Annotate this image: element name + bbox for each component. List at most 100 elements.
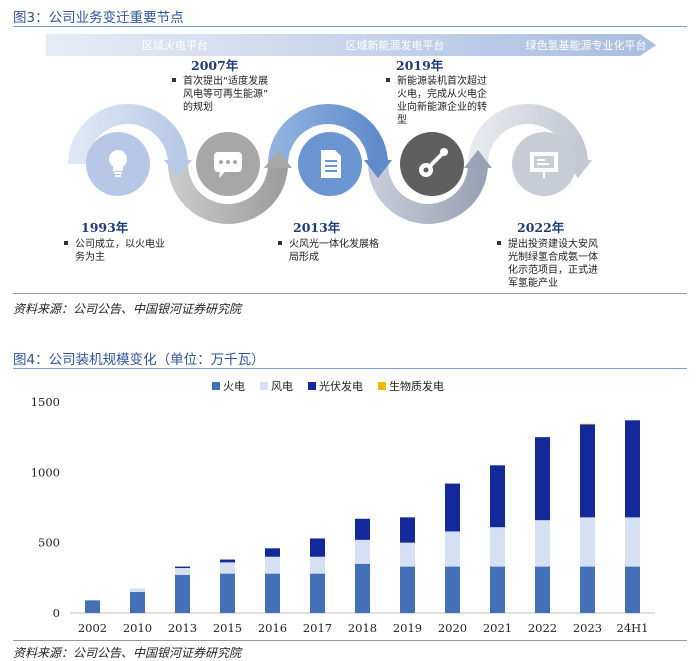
- arc-top-1: [68, 104, 188, 165]
- bar-segment: [400, 566, 415, 613]
- bar-segment: [220, 559, 235, 563]
- milestone-1993-node: [86, 132, 150, 196]
- x-tick-label: 24H1: [617, 621, 649, 635]
- milestone-text-line: 业向新能源企业的转: [397, 100, 487, 113]
- arc-bottom-2: [368, 163, 488, 224]
- bar-segment: [175, 567, 190, 576]
- legend-label: 风电: [271, 380, 293, 393]
- x-tick-label: 2015: [213, 621, 242, 635]
- legend-swatch: [260, 382, 268, 390]
- milestone-text-line: 首次提出“适度发展: [183, 74, 268, 87]
- milestone-2013-node: [298, 132, 362, 196]
- x-tick-label: 2023: [573, 621, 602, 635]
- figure-4-bottom-rule: [13, 640, 687, 641]
- y-tick-label: 1500: [31, 395, 60, 409]
- bar-segment: [175, 566, 190, 568]
- bar-segment: [265, 548, 280, 557]
- milestone-text-line: 化示范项目，正式进: [508, 263, 598, 276]
- figure-4-title-rule: [13, 368, 687, 369]
- milestone-2007-node: [196, 132, 260, 196]
- arc-top-2: [268, 104, 388, 165]
- bar-segment: [265, 556, 280, 574]
- milestone-text-line: 光制绿氢合成氨一体: [508, 250, 598, 263]
- milestone-year: 1993年: [81, 220, 129, 235]
- x-tick-label: 2020: [438, 621, 467, 635]
- bar-segment: [85, 600, 100, 613]
- milestone-2013: 2013年 火风光一体化发展格 局形成: [278, 220, 379, 263]
- legend-label: 光伏发电: [319, 379, 363, 393]
- x-tick-label: 2017: [303, 621, 332, 635]
- x-tick-label: 2018: [348, 621, 377, 635]
- milestone-text-line: 军氢能产业: [508, 276, 558, 289]
- y-tick-label: 1000: [31, 465, 60, 479]
- bar-segment: [535, 520, 550, 567]
- x-tick-label: 2022: [528, 621, 557, 635]
- milestone-text-line: 务为主: [75, 250, 105, 263]
- bar-segment: [265, 573, 280, 613]
- milestone-text-line: 公司成立，以火电业: [75, 237, 165, 250]
- figure-3-title: 图3：公司业务变迁重要节点: [13, 10, 184, 26]
- bar-segment: [535, 566, 550, 613]
- bar-segment: [445, 483, 460, 532]
- y-tick-label: 500: [38, 536, 60, 550]
- figure-3-source: 资料来源：公司公告、中国银河证券研究院: [13, 302, 242, 316]
- bar-segment: [310, 556, 325, 574]
- milestone-text-line: 火电，完成从火电企: [397, 87, 487, 100]
- milestone-year: 2013年: [293, 220, 341, 235]
- figure-4-title: 图4：公司装机规模变化（单位：万千瓦）: [13, 352, 265, 368]
- bar-segment: [445, 566, 460, 613]
- tools-gear-icon: [419, 148, 448, 177]
- milestone-text-line: 的规划: [183, 100, 213, 113]
- bar-segment: [130, 591, 145, 613]
- presentation-board-icon: [530, 152, 558, 178]
- arc-top-3: [468, 104, 588, 165]
- bar-segment: [310, 573, 325, 613]
- milestone-text-line: 局形成: [289, 251, 319, 263]
- bar-segment: [220, 562, 235, 574]
- legend-label: 生物质发电: [389, 379, 444, 393]
- milestone-text-line: 型: [397, 113, 407, 126]
- x-tick-label: 2021: [483, 621, 512, 635]
- figure-3-title-rule: [13, 26, 687, 27]
- y-tick-label: 0: [53, 606, 60, 620]
- bar-segment: [130, 588, 145, 592]
- x-tick-label: 2002: [78, 621, 107, 635]
- milestone-year: 2019年: [396, 58, 444, 73]
- bar-segment: [400, 542, 415, 567]
- figure-4-source: 资料来源：公司公告、中国银河证券研究院: [13, 646, 242, 660]
- milestone-text-line: 提出投资建设大安风: [508, 237, 598, 250]
- x-tick-label: 2013: [168, 621, 197, 635]
- bar-segment: [535, 437, 550, 521]
- bar-segment: [580, 423, 595, 425]
- milestone-text-line: 新能源装机首次超过: [397, 74, 487, 87]
- bar-segment: [625, 420, 640, 518]
- bar-segment: [400, 517, 415, 543]
- platform-band-arrow: 区域火电平台 区域新能源发电平台 绿色氢基能源专业化平台: [46, 34, 656, 56]
- bar-segment: [310, 538, 325, 557]
- platform-label-thermal: 区域火电平台: [142, 38, 208, 52]
- x-tick-label: 2010: [123, 621, 152, 635]
- chat-bubble-icon: [214, 152, 242, 178]
- platform-label-hydrogen: 绿色氢基能源专业化平台: [526, 38, 647, 52]
- bar-segment: [355, 539, 370, 564]
- milestone-text-line: 风电等可再生能源”: [183, 87, 268, 100]
- x-tick-label: 2019: [393, 621, 422, 635]
- document-icon: [321, 150, 341, 178]
- x-tick-label: 2016: [258, 621, 287, 635]
- milestone-2019-node: [400, 132, 464, 196]
- milestone-1993: 1993年 公司成立，以火电业 务为主: [64, 220, 165, 263]
- bar-segment: [490, 527, 505, 567]
- milestone-year: 2007年: [191, 58, 239, 73]
- milestone-2019: 2019年 新能源装机首次超过 火电，完成从火电企 业向新能源企业的转 型: [386, 58, 487, 126]
- bar-segment: [580, 424, 595, 518]
- bar-segment: [625, 566, 640, 613]
- timeline-arcs: [68, 104, 588, 224]
- bar-segment: [490, 566, 505, 613]
- milestone-2007: 2007年 首次提出“适度发展 风电等可再生能源” 的规划: [172, 58, 268, 113]
- bar-segment: [175, 575, 190, 613]
- milestone-2022-node: [512, 132, 576, 196]
- bar-segment: [490, 465, 505, 528]
- platform-label-renewable: 区域新能源发电平台: [346, 38, 445, 52]
- arc-bottom-1: [168, 163, 288, 224]
- legend-label: 火电: [223, 380, 245, 393]
